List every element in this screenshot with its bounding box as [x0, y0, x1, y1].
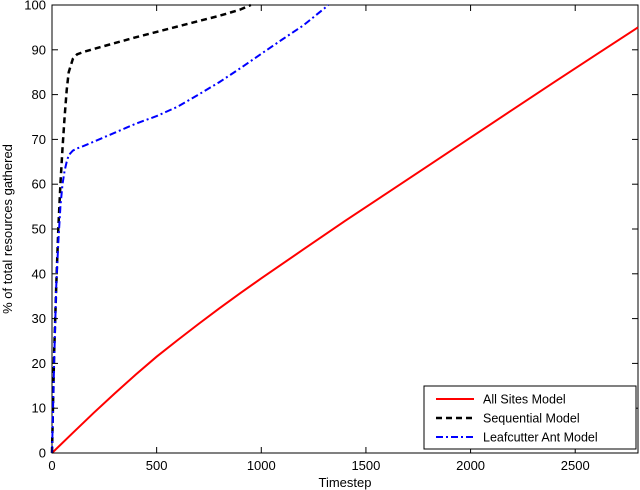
- x-tick-label: 0: [48, 458, 55, 473]
- plot-area: 0 500 1000 1500 2000 2500 0 10 20 30 40 50 60 70 80 90 1…: [24, 0, 639, 473]
- legend: All Sites Model Sequential Model Leafcut…: [423, 385, 637, 450]
- y-tick-label: 0: [39, 446, 46, 461]
- series-line-leafcutter-ant-model: [51, 4, 329, 454]
- y-tick-label: 40: [32, 266, 46, 281]
- y-tick-label: 70: [32, 132, 46, 147]
- x-tick-label: 2500: [561, 458, 590, 473]
- x-tick-label: 1500: [351, 458, 380, 473]
- y-tick-label: 80: [32, 87, 46, 102]
- tick-layer: 0 500 1000 1500 2000 2500 0 10 20 30 40 50 60 70 80 90 1…: [24, 0, 638, 473]
- x-axis-title: Timestep: [319, 475, 372, 490]
- legend-label-sequential: Sequential Model: [483, 412, 580, 426]
- x-tick-label: 1000: [247, 458, 276, 473]
- series-line-all-sites-model: [51, 26, 639, 454]
- y-tick-label: 10: [32, 401, 46, 416]
- y-tick-label: 50: [32, 222, 46, 237]
- x-tick-label: 500: [146, 458, 168, 473]
- series-line-sequential-model: [50, 3, 252, 454]
- legend-label-all-sites: All Sites Model: [483, 393, 566, 407]
- x-tick-label: 2000: [456, 458, 485, 473]
- y-axis-title: % of total resources gathered: [0, 144, 15, 314]
- y-tick-label: 20: [32, 356, 46, 371]
- axes-frame: [51, 4, 639, 454]
- y-tick-label: 90: [32, 42, 46, 57]
- series-layer: [50, 3, 639, 454]
- legend-label-leafcutter: Leafcutter Ant Model: [483, 431, 598, 445]
- y-tick-label: 30: [32, 311, 46, 326]
- y-tick-label: 100: [24, 0, 46, 13]
- y-tick-label: 60: [32, 177, 46, 192]
